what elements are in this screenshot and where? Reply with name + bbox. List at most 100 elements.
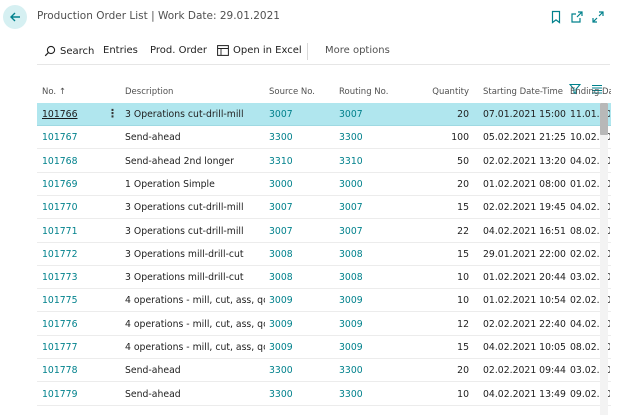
cell-routing-no[interactable]: 3300 [339,132,363,144]
table-row[interactable]: 101775 4 operations - mill, cut, ass, qc 3… [37,289,611,313]
cell-no[interactable]: 101773 [42,272,78,284]
cell-starting-date-time: 02.02.2021 19:45 [483,202,566,214]
cell-source-no[interactable]: 3009 [269,318,293,330]
prod-order-button[interactable]: Prod. Order [150,45,207,56]
table-row[interactable]: 101779 Send-ahead 3300 3300 10 04.02.2021 13:… [37,383,611,406]
action-bar-divider [37,64,610,65]
cell-source-no[interactable]: 3300 [269,132,293,144]
cell-ending-date-time: 02.02.2021 [570,248,610,260]
column-header-starting-date-time[interactable]: Starting Date-Time [483,87,564,97]
cell-description: 4 operations - mill, cut, ass, qc [125,295,265,307]
cell-routing-no[interactable]: 3000 [339,178,363,190]
table-row[interactable]: 101769 1 Operation Simple 3000 3000 20 01.02.… [37,173,611,196]
expand-icon[interactable] [591,10,605,24]
search-icon [44,45,56,57]
search-button[interactable]: Search [44,45,94,57]
more-options-button[interactable]: More options [325,45,390,56]
vertical-scrollbar[interactable] [600,103,608,415]
table-row[interactable]: 101778 Send-ahead 3300 3300 20 02.02.2021 09:… [37,359,611,383]
cell-ending-date-time: 11.01.2021 [570,109,610,120]
table-row[interactable]: 101770 3 Operations cut-drill-mill 3007 300… [37,196,611,220]
cell-source-no[interactable]: 3310 [269,155,293,167]
cell-starting-date-time: 01.02.2021 10:54 [483,295,566,307]
cell-routing-no[interactable]: 3007 [339,202,363,214]
cell-source-no[interactable]: 3000 [269,178,293,190]
table-row[interactable]: 101776 4 operations - mill, cut, ass, qc 3… [37,313,611,336]
table-row[interactable]: 101768 Send-ahead 2nd longer 3310 3310 50 02.… [37,150,611,173]
cell-routing-no[interactable]: 3310 [339,155,363,167]
cell-no[interactable]: 101772 [42,248,78,260]
cell-ending-date-time: 09.02.2021 [570,388,610,400]
cell-no[interactable]: 101775 [42,295,78,307]
bookmark-icon[interactable] [549,10,563,24]
cell-ending-date-time: 02.02.2021 [570,295,610,307]
cell-routing-no[interactable]: 3009 [339,342,363,353]
cell-ending-date-time: 08.02.2021 [570,225,610,237]
cell-quantity: 20 [457,109,469,120]
cell-no[interactable]: 101769 [42,178,78,190]
back-button[interactable] [3,5,27,29]
cell-no[interactable]: 101766 [42,109,78,120]
cell-description: Send-ahead 2nd longer [125,155,234,167]
cell-source-no[interactable]: 3008 [269,272,293,284]
cell-no[interactable]: 101767 [42,132,78,144]
cell-description: 3 Operations cut-drill-mill [125,225,244,237]
cell-no[interactable]: 101768 [42,155,78,167]
cell-routing-no[interactable]: 3008 [339,272,363,284]
table-row[interactable]: 101766 3 Operations cut-drill-mill 3007 300… [37,103,611,126]
cell-source-no[interactable]: 3007 [269,202,293,214]
cell-routing-no[interactable]: 3009 [339,318,363,330]
cell-no[interactable]: 101778 [42,365,78,377]
cell-routing-no[interactable]: 3007 [339,109,363,120]
cell-description: 3 Operations mill-drill-cut [125,248,244,260]
cell-quantity: 10 [457,272,469,284]
cell-ending-date-time: 03.02.2021 [570,272,610,284]
filter-icon[interactable] [569,83,581,95]
cell-routing-no[interactable]: 3300 [339,365,363,377]
scrollbar-thumb[interactable] [600,103,608,135]
cell-ending-date-time: 08.02.2021 [570,342,610,353]
column-header-ending-date-time[interactable]: Ending Date-Time [570,87,611,97]
cell-source-no[interactable]: 3300 [269,388,293,400]
cell-source-no[interactable]: 3008 [269,248,293,260]
open-in-excel-button[interactable]: Open in Excel [217,45,302,56]
cell-source-no[interactable]: 3007 [269,109,293,120]
column-header-quantity[interactable]: Quantity [432,87,469,97]
cell-quantity: 22 [457,225,469,237]
cell-starting-date-time: 02.02.2021 22:40 [483,318,566,330]
cell-ending-date-time: 10.02.2021 [570,132,610,144]
cell-no[interactable]: 101777 [42,342,78,353]
open-in-excel-label: Open in Excel [233,45,302,56]
cell-source-no[interactable]: 3300 [269,365,293,377]
cell-ending-date-time: 03.02.2021 [570,365,610,377]
column-header-routing-no[interactable]: Routing No. [339,87,389,97]
cell-no[interactable]: 101770 [42,202,78,214]
cell-routing-no[interactable]: 3007 [339,225,363,237]
list-view-icon[interactable] [591,83,603,95]
cell-starting-date-time: 01.02.2021 20:44 [483,272,566,284]
column-header-description[interactable]: Description [125,87,174,97]
column-header-source-no[interactable]: Source No. [269,87,316,97]
row-actions-menu-icon[interactable]: ⋮ [107,107,118,120]
cell-description: Send-ahead [125,388,181,400]
cell-routing-no[interactable]: 3009 [339,295,363,307]
table-row[interactable]: 101771 3 Operations cut-drill-mill 3007 300… [37,220,611,243]
open-new-window-icon[interactable] [570,10,584,24]
table-row[interactable]: 101777 4 operations - mill, cut, ass, qc 3… [37,336,611,359]
production-order-grid: No. ↑ Description Source No. Routing No.… [37,80,611,415]
table-row[interactable]: 101772 3 Operations mill-drill-cut 3008 300… [37,243,611,266]
cell-source-no[interactable]: 3009 [269,342,293,353]
entries-button[interactable]: Entries [103,45,138,56]
table-row[interactable]: 101773 3 Operations mill-drill-cut 3008 300… [37,266,611,290]
cell-source-no[interactable]: 3007 [269,225,293,237]
cell-source-no[interactable]: 3009 [269,295,293,307]
column-header-no[interactable]: No. ↑ [42,87,66,97]
cell-routing-no[interactable]: 3300 [339,388,363,400]
cell-routing-no[interactable]: 3008 [339,248,363,260]
more-options-label: More options [325,45,390,56]
cell-no[interactable]: 101771 [42,225,78,237]
cell-no[interactable]: 101779 [42,388,78,400]
cell-starting-date-time: 07.01.2021 15:00 [483,109,566,120]
cell-no[interactable]: 101776 [42,318,78,330]
table-row[interactable]: 101767 Send-ahead 3300 3300 100 05.02.2021 21… [37,126,611,150]
